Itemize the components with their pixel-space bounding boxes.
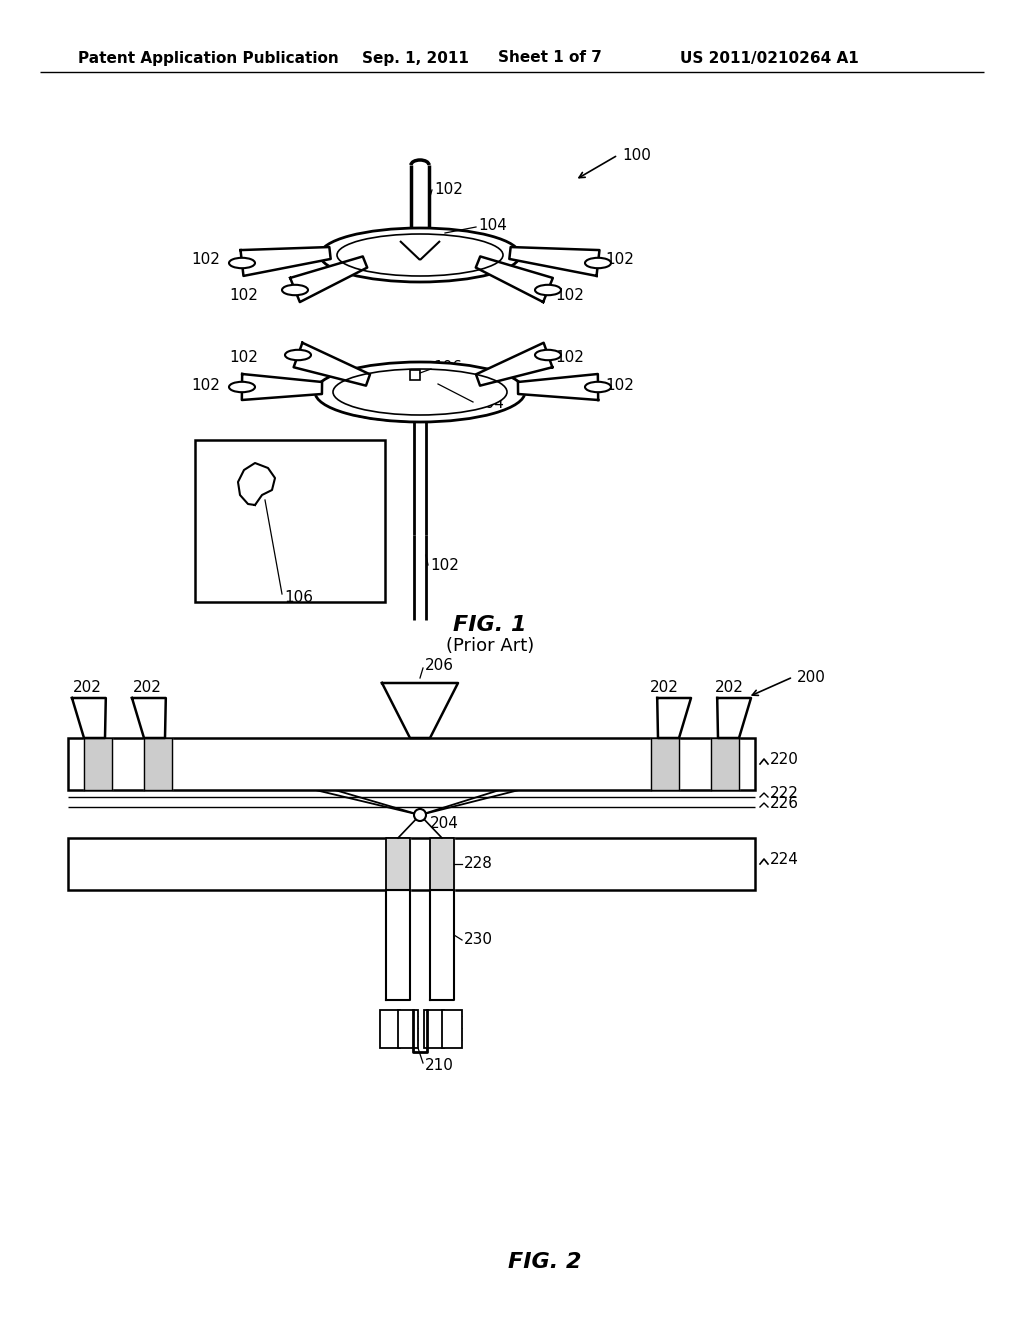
Text: 210: 210 [425, 1059, 454, 1073]
Polygon shape [290, 256, 368, 302]
Text: 102: 102 [229, 351, 258, 366]
Text: 222: 222 [770, 785, 799, 800]
Text: 106: 106 [433, 359, 462, 375]
Ellipse shape [535, 285, 561, 296]
Polygon shape [711, 738, 739, 789]
Text: 220: 220 [770, 751, 799, 767]
Text: 102: 102 [555, 351, 584, 366]
Ellipse shape [585, 257, 611, 268]
Bar [410, 370, 420, 380]
Text: 202: 202 [650, 681, 679, 696]
Polygon shape [476, 343, 552, 385]
Ellipse shape [315, 362, 525, 422]
Text: 200: 200 [797, 669, 826, 685]
Ellipse shape [229, 257, 255, 268]
Text: 102: 102 [430, 557, 459, 573]
Polygon shape [476, 256, 553, 302]
Text: 106: 106 [284, 590, 313, 606]
Bar [68, 838, 755, 890]
Ellipse shape [333, 370, 507, 414]
Polygon shape [382, 682, 458, 738]
Text: (Prior Art): (Prior Art) [445, 638, 535, 655]
Polygon shape [717, 698, 751, 738]
Ellipse shape [337, 234, 503, 276]
Polygon shape [386, 838, 410, 890]
Bar [68, 738, 755, 789]
Text: 204: 204 [430, 816, 459, 830]
Polygon shape [509, 247, 599, 276]
Polygon shape [132, 698, 166, 738]
Text: 102: 102 [229, 288, 258, 302]
Text: FIG. 2: FIG. 2 [508, 1251, 582, 1272]
Ellipse shape [585, 381, 611, 392]
Text: US 2011/0210264 A1: US 2011/0210264 A1 [680, 50, 859, 66]
Text: 230: 230 [464, 932, 493, 948]
Bar [442, 1010, 462, 1048]
Text: 224: 224 [770, 851, 799, 866]
Text: 102: 102 [191, 378, 220, 392]
Text: 202: 202 [73, 681, 101, 696]
Text: FIG. 1: FIG. 1 [454, 615, 526, 635]
Polygon shape [651, 738, 679, 789]
Ellipse shape [229, 381, 255, 392]
Polygon shape [294, 343, 370, 385]
Polygon shape [430, 838, 454, 890]
Polygon shape [657, 698, 691, 738]
Text: 202: 202 [133, 681, 162, 696]
Text: 228: 228 [464, 857, 493, 871]
Polygon shape [84, 738, 112, 789]
Text: 104: 104 [475, 396, 504, 412]
Bar [195, 440, 385, 602]
Text: 100: 100 [622, 148, 651, 162]
Text: 202: 202 [715, 681, 743, 696]
Text: Sep. 1, 2011: Sep. 1, 2011 [362, 50, 469, 66]
Bar [380, 1010, 400, 1048]
Ellipse shape [285, 350, 311, 360]
Text: 102: 102 [434, 182, 463, 198]
Ellipse shape [282, 285, 308, 296]
Polygon shape [386, 890, 410, 1001]
Text: Patent Application Publication: Patent Application Publication [78, 50, 339, 66]
Text: 104: 104 [478, 218, 507, 232]
Ellipse shape [535, 350, 561, 360]
Bar [424, 1010, 444, 1048]
Ellipse shape [414, 809, 426, 821]
Text: 102: 102 [191, 252, 220, 268]
Text: 102: 102 [605, 378, 634, 392]
Text: 102: 102 [555, 288, 584, 302]
Polygon shape [72, 698, 105, 738]
Ellipse shape [319, 228, 520, 282]
Text: 102: 102 [605, 252, 634, 268]
Polygon shape [241, 247, 331, 276]
Text: Sheet 1 of 7: Sheet 1 of 7 [498, 50, 602, 66]
Polygon shape [242, 374, 323, 400]
Bar [398, 1010, 418, 1048]
Text: 206: 206 [425, 657, 454, 672]
Polygon shape [144, 738, 172, 789]
Text: 226: 226 [770, 796, 799, 812]
Polygon shape [518, 374, 598, 400]
Polygon shape [430, 890, 454, 1001]
